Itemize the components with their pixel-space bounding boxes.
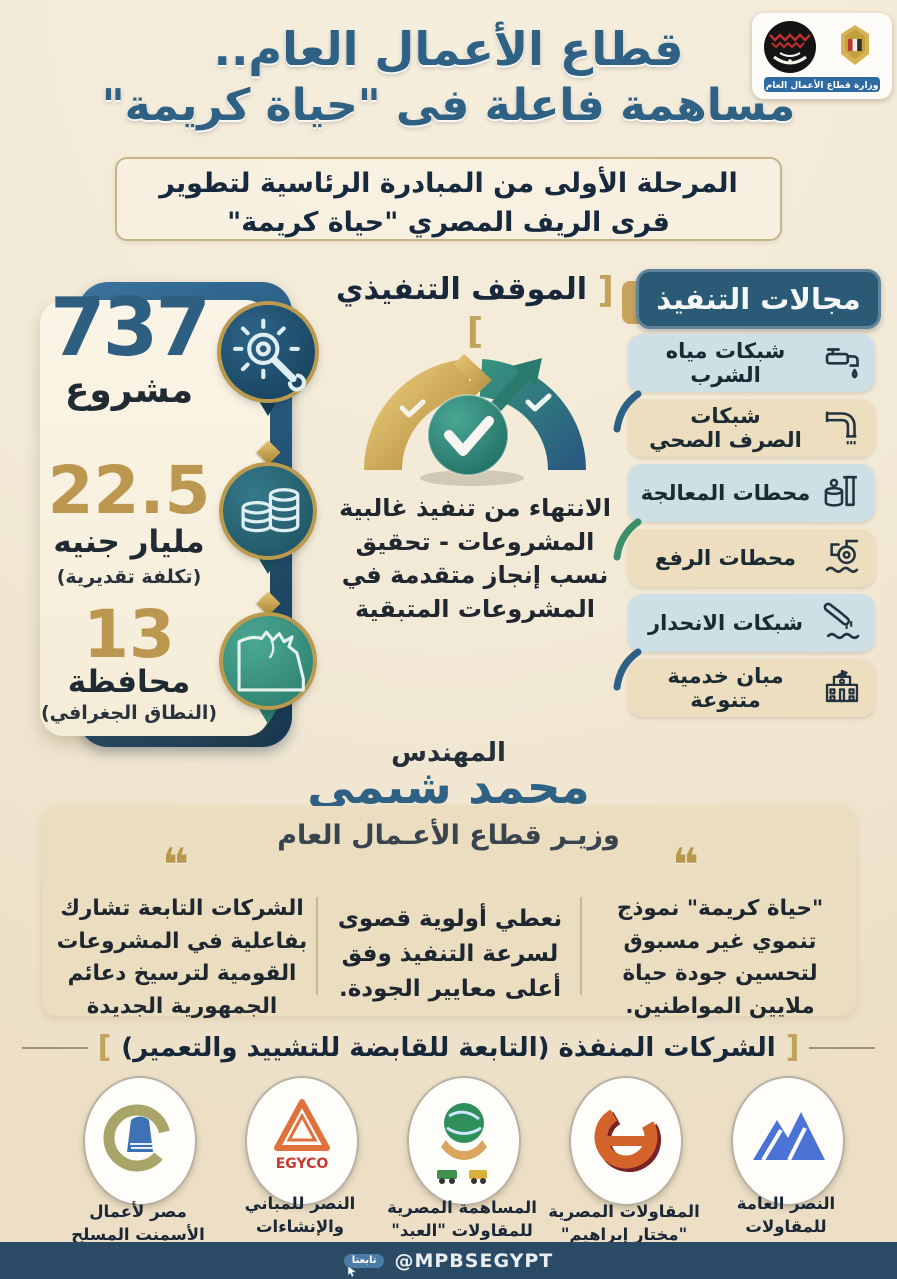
area-item-label: محطات المعالجة: [640, 480, 811, 505]
stat-governorates-label: محافظة: [67, 664, 191, 700]
companies-title-row: [ الشركات المنفذة (التابعة للقابضة للتشي…: [0, 1030, 897, 1065]
title-rule: [809, 1046, 876, 1049]
svg-text:EGYCO: EGYCO: [276, 1156, 329, 1172]
stat-governorates-note: (النطاق الجغرافي): [40, 702, 218, 724]
area-item-gravity-networks: شبكات الانحدار: [628, 594, 875, 652]
quote-mark-icon: ❝: [162, 838, 189, 892]
quote-divider: [316, 897, 318, 995]
el-abd-logo: [407, 1076, 521, 1206]
coins-icon: [223, 466, 313, 556]
open-bracket-icon: [: [785, 1030, 800, 1065]
executive-status-title: [ الموقف التنفيذي ]: [330, 270, 620, 352]
areas-header: مجالات التنفيذ: [636, 269, 881, 329]
close-bracket-icon: ]: [97, 1030, 112, 1065]
spine-connector: [256, 704, 280, 724]
quote-right: "حياة كريمة" نموذج تنموي غير مسبوق لتحسي…: [616, 896, 824, 1020]
ministry-badge-label: وزارة قطاع الأعمال العام: [766, 79, 879, 91]
gear-wrench-icon: [221, 305, 315, 399]
treatment-plant-icon: [819, 468, 865, 518]
stat-governorates-value: 13: [83, 596, 175, 673]
egyco-logo: EGYCO: [245, 1076, 359, 1206]
swoosh-accent-icon: [612, 390, 642, 434]
ministry-logo: وزارة قطاع الأعمال العام: [752, 13, 892, 99]
area-item-label: شبكات مياه الشرب: [665, 338, 786, 387]
stat-cost-label: مليار جنيه: [53, 524, 205, 560]
stat-projects-value: 737: [50, 281, 211, 374]
faucet-icon: [819, 338, 865, 388]
swoosh-accent-icon: [612, 518, 642, 562]
stat-cost-value: 22.5: [47, 452, 211, 529]
spine-connector: [256, 396, 280, 416]
sewer-pipe-icon: [819, 403, 865, 453]
area-item-label: شبكات الانحدار: [647, 610, 803, 635]
company-name: المقاولات المصرية "مختار إبراهيم": [548, 1202, 700, 1245]
subtitle-box: المرحلة الأولى من المبادرة الرئاسية لتطو…: [115, 157, 782, 241]
egypt-map-icon: [223, 616, 313, 706]
lift-pump-icon: [819, 533, 865, 583]
company-name: المساهمة المصرية للمقاولات "العبد": [387, 1198, 537, 1241]
hassan-allam-logo: [731, 1076, 845, 1206]
area-item-service-buildings: مبان خدمية متنوعة: [628, 659, 875, 717]
swoosh-accent-icon: [612, 648, 642, 692]
follow-us-label: تابعنا: [351, 1254, 377, 1266]
social-handle[interactable]: @MPBSEGYPT: [394, 1249, 554, 1272]
quote-mark-icon: ❝: [672, 838, 699, 892]
area-item-sewage-networks: شبكات الصرف الصحي: [628, 399, 875, 457]
areas-title: مجالات التنفيذ: [656, 282, 861, 316]
gauge-icon: [363, 354, 587, 486]
quote-left: الشركات التابعة تشارك بفاعلية في المشروع…: [56, 896, 308, 1020]
page-title-line2: مساهمة فاعلة فى "حياة كريمة": [101, 80, 796, 131]
cursor-icon: [347, 1264, 357, 1277]
executive-status-label: الموقف التنفيذي: [336, 272, 588, 307]
minister-name: محمد شيمي: [307, 760, 590, 815]
area-item-lifting-stations: محطات الرفع: [628, 529, 875, 587]
subtitle-line2: قرى الريف المصري "حياة كريمة": [227, 207, 670, 239]
mokhtar-ibrahim-logo: [569, 1076, 683, 1206]
area-item-label: محطات الرفع: [654, 545, 797, 570]
company-name: مصر لأعمال الأسمنت المسلح: [71, 1202, 205, 1245]
quote-divider: [580, 897, 582, 995]
area-item-label: شبكات الصرف الصحي: [649, 403, 802, 452]
area-item-treatment-plants: محطات المعالجة: [628, 464, 875, 522]
area-item-label: مبان خدمية متنوعة: [667, 663, 784, 712]
minister-honorific: المهندس: [391, 738, 506, 768]
follow-us-badge[interactable]: تابعنا: [343, 1253, 385, 1277]
footer-bar: تابعنا @MPBSEGYPT: [0, 1242, 897, 1279]
area-item-drinking-water: شبكات مياه الشرب: [628, 334, 875, 392]
close-bracket-icon: ]: [466, 311, 484, 352]
subtitle-line1: المرحلة الأولى من المبادرة الرئاسية لتطو…: [159, 168, 738, 199]
stat-projects-label: مشروع: [64, 370, 194, 411]
title-rule: [21, 1046, 88, 1049]
ministry-emblem-icon: وزارة قطاع الأعمال العام: [764, 21, 880, 92]
executive-status-description: الانتهاء من تنفيذ غالبية المشروعات - تحق…: [339, 494, 611, 623]
gravity-pipe-icon: [819, 598, 865, 648]
service-building-icon: [819, 663, 865, 713]
progress-gauge: [352, 320, 598, 492]
open-bracket-icon: [: [597, 270, 614, 311]
page-title-line1: قطاع الأعمال العام..: [213, 22, 684, 76]
minister-title: وزيـر قطاع الأعـمال العام: [277, 820, 620, 851]
stat-cost-note: (تكلفة تقديرية): [56, 566, 202, 588]
companies-title: الشركات المنفذة (التابعة للقابضة للتشييد…: [121, 1032, 776, 1063]
misr-concrete-logo: [83, 1076, 197, 1206]
spine-connector: [256, 554, 280, 574]
quote-middle: نعطي أولوية قصوى لسرعة التنفيذ وفق أعلى …: [337, 906, 563, 1002]
quotes-card: [42, 806, 856, 1016]
